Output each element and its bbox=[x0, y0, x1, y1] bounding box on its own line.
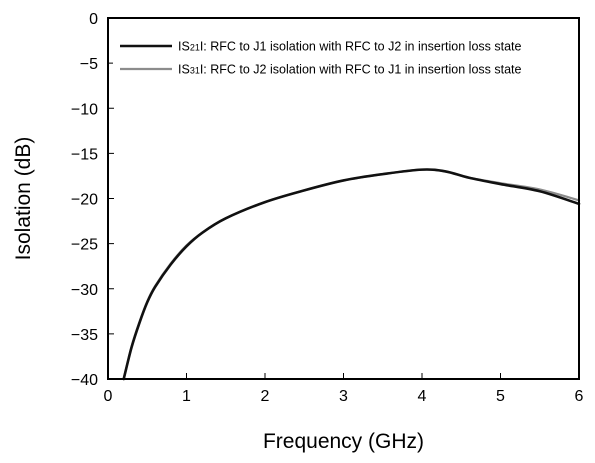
legend-label-prefix: IS bbox=[178, 40, 190, 54]
legend-label-2: IS31I: RFC to J2 isolation with RFC to J… bbox=[178, 63, 522, 77]
x-tick-label: 5 bbox=[496, 388, 505, 405]
series-line-2 bbox=[122, 168, 581, 381]
y-tick-label: −5 bbox=[80, 56, 98, 73]
y-tick-label: −10 bbox=[71, 101, 98, 118]
legend-label-suffix: I: RFC to J1 isolation with RFC to J2 in… bbox=[200, 40, 522, 54]
y-tick-label: −25 bbox=[71, 237, 98, 254]
x-tick-label: 3 bbox=[339, 388, 348, 405]
ticks-layer: 0 1 2 3 4 5 6 0 −5 −10 −15 −20 −25 −30 −35 −40 bbox=[71, 11, 584, 405]
legend: IS21I: RFC to J1 isolation with RFC to J… bbox=[113, 34, 578, 82]
series-line-1 bbox=[122, 168, 581, 381]
legend-label-suffix: I: RFC to J2 isolation with RFC to J1 in… bbox=[200, 63, 522, 77]
y-tick-label: 0 bbox=[89, 11, 98, 28]
x-axis-title: Frequency (GHz) bbox=[263, 430, 424, 453]
legend-label-1: IS21I: RFC to J1 isolation with RFC to J… bbox=[178, 40, 522, 54]
y-tick-label: −35 bbox=[71, 327, 98, 344]
x-tick-label: 0 bbox=[104, 388, 113, 405]
series-layer bbox=[122, 168, 581, 381]
x-tick-label: 6 bbox=[575, 388, 584, 405]
legend-label-subscript: 21 bbox=[190, 43, 200, 53]
y-tick-label: −15 bbox=[71, 146, 98, 163]
legend-label-subscript: 31 bbox=[190, 66, 200, 76]
y-tick-label: −30 bbox=[71, 282, 98, 299]
x-tick-label: 2 bbox=[261, 388, 270, 405]
legend-box bbox=[113, 34, 578, 82]
legend-label-prefix: IS bbox=[178, 63, 190, 77]
x-tick-label: 4 bbox=[418, 388, 427, 405]
y-tick-label: −40 bbox=[71, 372, 98, 389]
x-tick-label: 1 bbox=[182, 388, 191, 405]
y-tick-label: −20 bbox=[71, 192, 98, 209]
y-axis-title: Isolation (dB) bbox=[12, 137, 35, 261]
